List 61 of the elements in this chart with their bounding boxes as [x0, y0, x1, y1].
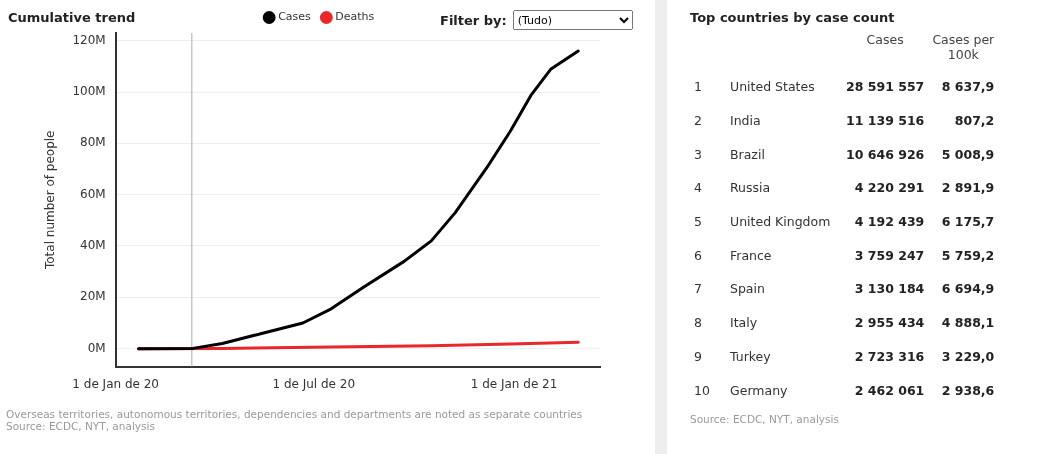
- data-label: 2 955 434: [853, 314, 926, 333]
- y-tick-label: 0M: [87, 340, 106, 355]
- x-tick-label: 1 de Jan de 21: [470, 376, 558, 391]
- data-label: 28 591 557: [845, 78, 926, 97]
- legend-label: Deaths: [335, 10, 375, 24]
- y-tick-label: 40M: [80, 238, 106, 253]
- x-tick-label: 1 de Jul de 20: [272, 376, 356, 391]
- y2-tick-label: 4: [693, 179, 703, 198]
- data-label: 3 229,0: [940, 347, 996, 366]
- data-label: 2 723 316: [853, 347, 926, 366]
- data-label: 4 220 291: [853, 179, 926, 198]
- text: Overseas territories, autonomous territories, dependencies and departments are noted as separate countries: [6, 408, 583, 420]
- y-axis-title: Total number of people: [43, 130, 58, 271]
- y-tick-label: France: [729, 246, 773, 265]
- source-note: Source: ECDC, NYT, analysis: [6, 420, 155, 432]
- data-label: 10 646 926: [845, 145, 926, 164]
- y2-tick-label: 10: [693, 381, 711, 400]
- y2-tick-label: 5: [693, 213, 703, 232]
- x-tick-label: Cases per 100k: [931, 32, 996, 64]
- y-tick-label: United States: [729, 78, 816, 97]
- data-label: 2 891,9: [940, 179, 996, 198]
- y-tick-label: Germany: [729, 381, 789, 400]
- data-label: 8 637,9: [940, 78, 996, 97]
- y-tick-label: United Kingdom: [729, 213, 832, 232]
- y-tick-label: 120M: [72, 32, 106, 47]
- y-tick-label: 60M: [80, 186, 106, 201]
- data-label: 807,2: [953, 112, 996, 131]
- legend-label: Cases: [278, 10, 312, 24]
- y-tick-label: Russia: [729, 179, 772, 198]
- data-label: 3 759 247: [853, 246, 926, 265]
- y2-tick-label: 6: [693, 246, 703, 265]
- y2-tick-label: 2: [693, 112, 703, 131]
- data-label: 3 130 184: [853, 280, 926, 299]
- text: (Tudo): [512, 10, 633, 30]
- chart-title: Cumulative trend: [8, 10, 136, 25]
- y-tick-label: 100M: [72, 84, 106, 99]
- data-label: 11 139 516: [845, 112, 926, 131]
- y2-tick-label: 1: [693, 78, 703, 97]
- y-tick-label: Italy: [729, 314, 759, 333]
- y2-tick-label: 7: [693, 280, 703, 299]
- data-label: 4 192 439: [853, 213, 926, 232]
- data-label: 5 008,9: [940, 145, 996, 164]
- chart-title: Top countries by case count: [690, 10, 895, 25]
- data-label: 2 938,6: [940, 381, 996, 400]
- y2-tick-label: 9: [693, 347, 703, 366]
- data-label: 4 888,1: [940, 314, 996, 333]
- data-label: 6 694,9: [940, 280, 996, 299]
- data-label: 2 462 061: [853, 381, 926, 400]
- y-tick-label: Turkey: [729, 347, 772, 366]
- y-tick-label: Brazil: [729, 145, 766, 164]
- y-tick-label: 20M: [80, 289, 106, 304]
- x-tick-label: 1 de Jan de 20: [72, 376, 159, 391]
- y-tick-label: Spain: [729, 280, 766, 299]
- text: Filter by:: [440, 12, 507, 28]
- source-note: Source: ECDC, NYT, analysis: [690, 413, 839, 425]
- y2-tick-label: 3: [693, 145, 703, 164]
- y-tick-label: 80M: [80, 135, 106, 150]
- y2-tick-label: 8: [693, 314, 703, 333]
- y-tick-label: India: [729, 112, 762, 131]
- data-label: 5 759,2: [940, 246, 996, 265]
- data-label: 6 175,7: [940, 213, 996, 232]
